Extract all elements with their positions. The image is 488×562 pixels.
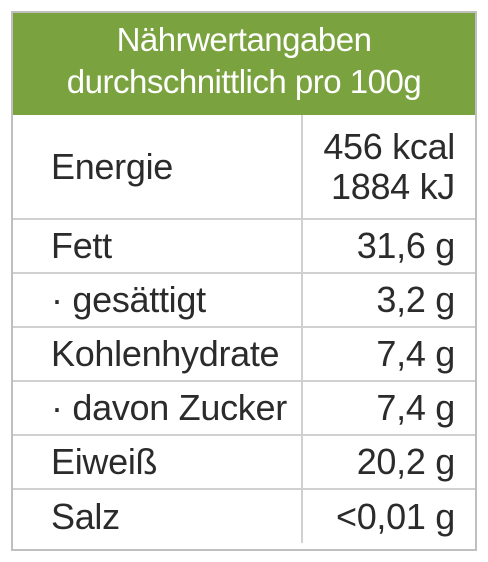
- table-row-fat: Fett 31,6 g: [13, 218, 475, 273]
- table-row-saturated: · gesättigt 3,2 g: [13, 272, 475, 327]
- row-label: · gesättigt: [13, 272, 303, 327]
- row-value: <0,01 g: [302, 488, 475, 543]
- nutrition-facts-panel: Nährwertangaben durchschnittlich pro 100…: [11, 11, 477, 551]
- row-label: Eiweiß: [13, 434, 303, 489]
- row-label: Kohlenhydrate: [13, 326, 303, 381]
- nutrition-table: Energie 456 kcal 1884 kJ Fett 31,6 g · g…: [13, 115, 475, 543]
- row-label: Fett: [13, 218, 303, 273]
- energy-kj: 1884 kJ: [331, 165, 455, 207]
- table-row-protein: Eiweiß 20,2 g: [13, 434, 475, 489]
- row-label: Salz: [13, 488, 303, 543]
- header-subtitle: durchschnittlich pro 100g: [66, 63, 422, 100]
- header-title: Nährwertangaben: [116, 21, 372, 58]
- energy-kcal: 456 kcal: [323, 125, 455, 167]
- row-value: 20,2 g: [302, 434, 475, 489]
- nutrition-header: Nährwertangaben durchschnittlich pro 100…: [13, 13, 475, 115]
- row-label: Energie: [13, 115, 303, 219]
- table-row-sugar: · davon Zucker 7,4 g: [13, 380, 475, 435]
- row-label: · davon Zucker: [13, 380, 303, 435]
- row-value: 31,6 g: [302, 218, 475, 273]
- row-value: 7,4 g: [302, 326, 475, 381]
- table-row-energy: Energie 456 kcal 1884 kJ: [13, 115, 475, 219]
- row-value: 3,2 g: [302, 272, 475, 327]
- row-value: 456 kcal 1884 kJ: [302, 115, 475, 219]
- table-row-salt: Salz <0,01 g: [13, 488, 475, 543]
- row-value: 7,4 g: [302, 380, 475, 435]
- table-row-carbohydrates: Kohlenhydrate 7,4 g: [13, 326, 475, 381]
